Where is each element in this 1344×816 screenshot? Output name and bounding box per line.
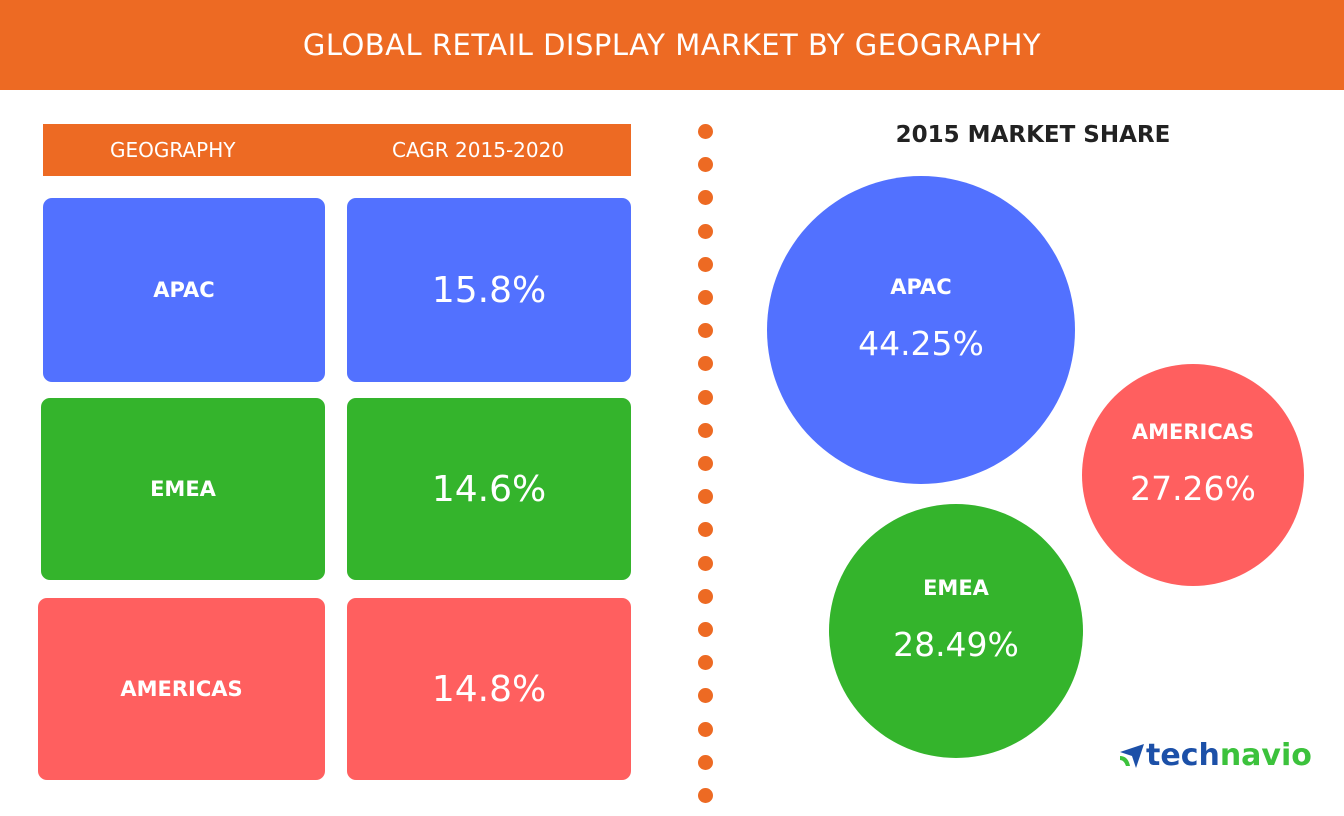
cagr-value: 14.6% (431, 468, 547, 510)
divider-dot (698, 688, 713, 704)
cagr-cell: 15.8% (347, 198, 631, 382)
title-banner: GLOBAL RETAIL DISPLAY MARKET BY GEOGRAPH… (0, 0, 1344, 90)
bubble-emea: EMEA 28.49% (829, 504, 1083, 758)
geography-cell: AMERICAS (38, 598, 325, 780)
bubble-value: 27.26% (1130, 469, 1256, 508)
technavio-arrow-icon (1120, 743, 1144, 768)
logo-text-navio: navio (1219, 738, 1312, 773)
geography-cell: EMEA (41, 398, 325, 580)
geography-label: EMEA (150, 477, 216, 501)
divider-dot (698, 223, 713, 239)
divider-dot (698, 456, 713, 471)
logo-text-tech: tech (1146, 738, 1220, 773)
divider-dot (698, 323, 713, 339)
bubble-label: EMEA (923, 576, 989, 600)
bubble-value: 28.49% (893, 625, 1019, 664)
geography-label: APAC (153, 278, 215, 302)
divider-dot (698, 788, 713, 803)
divider-dot (698, 489, 713, 505)
divider-dot (698, 389, 713, 405)
bubble-label: APAC (890, 275, 952, 299)
divider-dot (698, 622, 713, 637)
page-title: GLOBAL RETAIL DISPLAY MARKET BY GEOGRAPH… (302, 28, 1042, 62)
cagr-value: 15.8% (431, 269, 547, 311)
bubble-apac: APAC 44.25% (767, 176, 1075, 484)
bubble-americas: AMERICAS 27.26% (1082, 364, 1304, 586)
bubble-label: AMERICAS (1131, 420, 1255, 444)
divider-dot (698, 655, 713, 671)
divider-dot (698, 157, 713, 173)
chart-title: 2015 MARKET SHARE (895, 122, 1171, 148)
divider-dot (698, 356, 713, 372)
technavio-logo: tech navio (1118, 738, 1312, 773)
divider-dot (698, 256, 713, 272)
cagr-value: 14.8% (431, 668, 547, 710)
divider-dot (698, 754, 713, 770)
geography-label: AMERICAS (120, 677, 243, 701)
cagr-cell: 14.6% (347, 398, 631, 580)
divider-dot (698, 190, 713, 206)
bubble-value: 44.25% (858, 324, 984, 363)
divider-dot (698, 522, 713, 538)
divider-dot (698, 124, 713, 139)
divider-dot (698, 555, 713, 571)
cagr-cell: 14.8% (347, 598, 631, 780)
column-header-cagr: CAGR 2015-2020 (392, 138, 565, 162)
table-header: GEOGRAPHY CAGR 2015-2020 (43, 124, 631, 176)
geography-cell: APAC (43, 198, 325, 382)
divider-dot (698, 422, 713, 438)
divider-dot (698, 290, 713, 305)
divider-dot (698, 588, 713, 604)
column-header-geography: GEOGRAPHY (110, 138, 236, 162)
divider-dot (698, 721, 713, 737)
